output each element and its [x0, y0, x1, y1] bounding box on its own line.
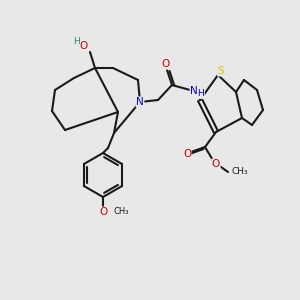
Text: H: H	[198, 89, 204, 98]
Text: CH₃: CH₃	[113, 208, 128, 217]
Text: N: N	[190, 86, 198, 96]
Text: O: O	[80, 41, 88, 51]
Text: O: O	[212, 159, 220, 169]
Text: N: N	[136, 97, 144, 107]
Text: O: O	[99, 207, 107, 217]
Text: O: O	[162, 59, 170, 69]
Text: H: H	[73, 38, 80, 46]
Text: CH₃: CH₃	[231, 167, 247, 176]
Text: S: S	[218, 66, 224, 76]
Text: O: O	[183, 149, 191, 159]
